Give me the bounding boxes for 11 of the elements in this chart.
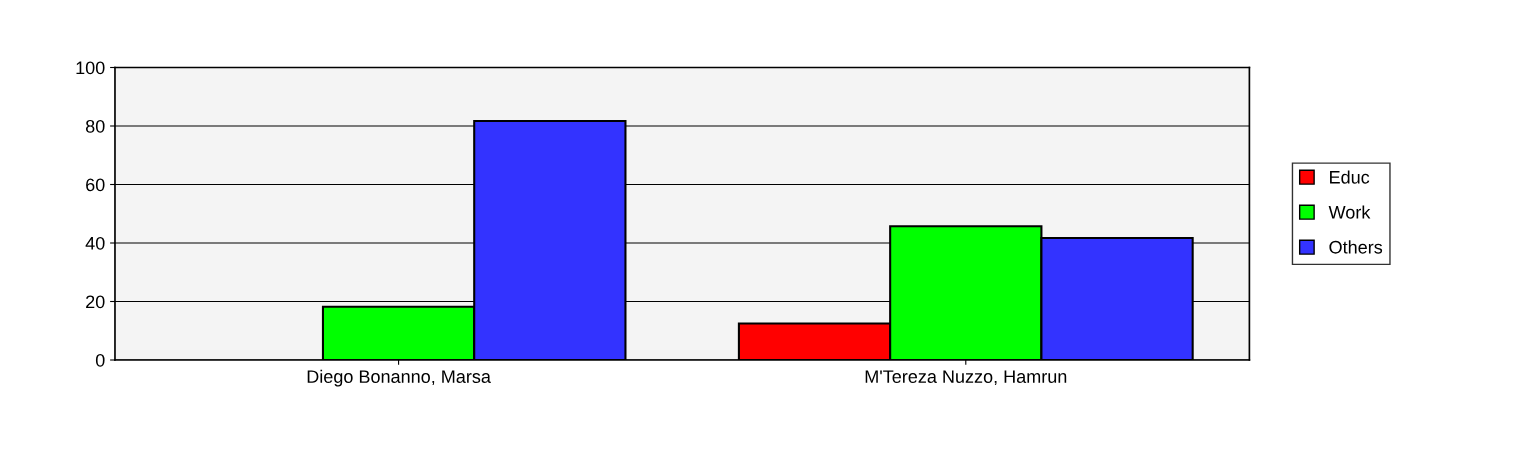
y-tick-label: 0 [95,353,105,367]
y-tick-label: 40 [85,236,105,250]
y-tick-label: 100 [76,61,105,75]
legend-label: Educ [1330,170,1370,184]
y-tick-label: 80 [85,119,105,133]
x-tick-label: Diego Bonanno, Marsa [307,369,491,387]
y-tick-label: 20 [86,295,105,309]
legend-label: Others [1329,240,1383,254]
y-tick-label: 60 [86,178,105,192]
legend-label: Work [1328,205,1371,219]
x-tick-label: M'Tereza Nuzzo, Hamrun [865,370,1067,386]
